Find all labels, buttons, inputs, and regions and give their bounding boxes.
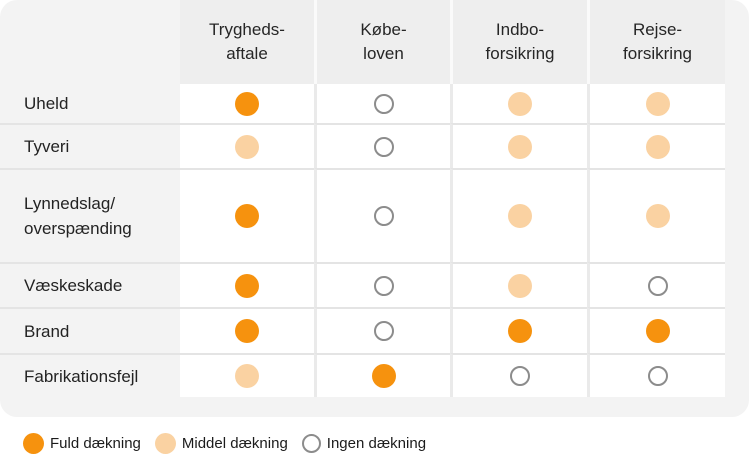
row-label: Lynnedslag/ overspænding [0, 168, 180, 262]
coverage-cell [587, 123, 725, 168]
full-coverage-dot [235, 91, 259, 116]
legend-item: Fuld dækning [23, 433, 141, 454]
row-label: Fabrikationsfejl [0, 353, 180, 397]
coverage-cell [587, 353, 725, 397]
middle-coverage-dot [508, 273, 532, 298]
middle-coverage-dot [645, 134, 670, 159]
middle-coverage-dot [508, 91, 532, 116]
coverage-cell [314, 168, 450, 262]
full-coverage-dot [371, 364, 396, 388]
full-coverage-dot [235, 204, 259, 228]
coverage-cell [180, 307, 314, 353]
coverage-cell [450, 168, 587, 262]
coverage-cell [450, 84, 587, 123]
coverage-cell [314, 353, 450, 397]
coverage-cell [180, 84, 314, 123]
legend-item: Middel dækning [154, 433, 288, 454]
legend: Fuld dækning Middel dækning Ingen dækning [0, 417, 749, 470]
no-coverage-dot [301, 434, 321, 453]
column-header: Indbo- forsikring [450, 0, 587, 84]
row-label: Væskeskade [0, 262, 180, 307]
row-label: Tyveri [0, 123, 180, 168]
coverage-table: Trygheds- aftale Købe- loven Indbo- forsik… [0, 0, 725, 397]
middle-coverage-dot [154, 433, 176, 454]
no-coverage-dot [373, 206, 394, 226]
column-header: Trygheds- aftale [180, 0, 314, 84]
coverage-cell [314, 262, 450, 307]
full-coverage-dot [508, 319, 532, 343]
middle-coverage-dot [645, 91, 670, 116]
legend-label: Ingen dækning [326, 435, 427, 452]
full-coverage-dot [23, 433, 44, 454]
middle-coverage-dot [235, 364, 259, 388]
coverage-cell [314, 123, 450, 168]
full-coverage-dot [645, 319, 670, 343]
coverage-cell [450, 307, 587, 353]
no-coverage-dot [373, 93, 394, 114]
legend-item: Ingen dækning [301, 434, 427, 453]
coverage-cell [587, 84, 725, 123]
coverage-table-card: Trygheds- aftale Købe- loven Indbo- forsik… [0, 0, 749, 417]
coverage-cell [450, 123, 587, 168]
coverage-cell [314, 307, 450, 353]
middle-coverage-dot [508, 204, 532, 228]
full-coverage-dot [235, 273, 259, 298]
coverage-cell [450, 353, 587, 397]
no-coverage-dot [373, 321, 394, 341]
coverage-cell [180, 168, 314, 262]
coverage-cell [314, 84, 450, 123]
row-label: Uheld [24, 94, 69, 113]
no-coverage-dot [647, 366, 668, 386]
no-coverage-dot [373, 275, 394, 296]
coverage-cell [587, 307, 725, 353]
coverage-cell [180, 123, 314, 168]
legend-label: Fuld dækning [50, 435, 141, 452]
coverage-cell [180, 262, 314, 307]
row-label: Brand [0, 307, 180, 353]
coverage-cell [587, 168, 725, 262]
middle-coverage-dot [645, 204, 670, 228]
legend-label: Middel dækning [181, 435, 288, 452]
column-header: Købe- loven [314, 0, 450, 84]
coverage-cell [587, 262, 725, 307]
middle-coverage-dot [235, 134, 259, 159]
no-coverage-dot [510, 366, 530, 386]
coverage-cell [450, 262, 587, 307]
coverage-cell [180, 353, 314, 397]
no-coverage-dot [647, 275, 668, 296]
no-coverage-dot [373, 136, 394, 157]
table-corner-spacer [0, 0, 180, 84]
column-header: Rejse- forsikring [587, 0, 725, 84]
full-coverage-dot [235, 319, 259, 343]
middle-coverage-dot [508, 134, 532, 159]
